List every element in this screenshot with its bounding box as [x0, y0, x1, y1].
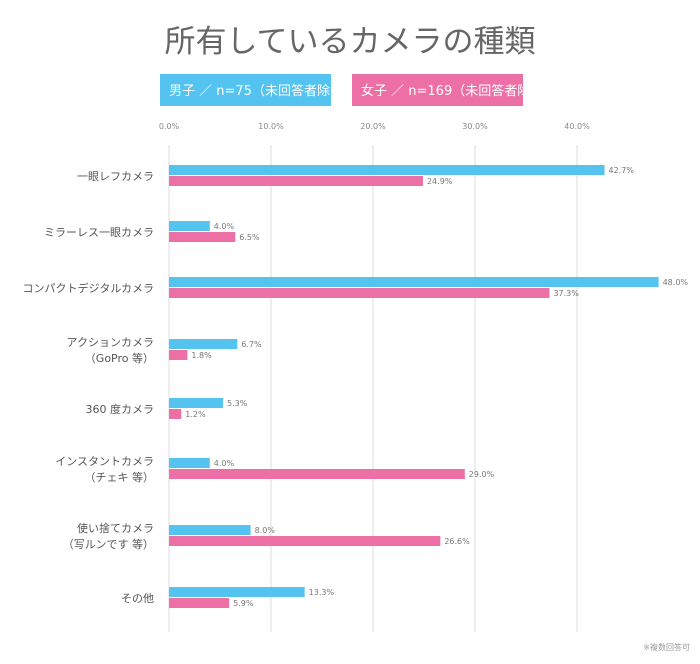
- bar-female: [169, 176, 423, 186]
- data-label: 1.2%: [185, 410, 206, 419]
- data-label: 1.8%: [191, 351, 212, 360]
- data-label: 6.7%: [241, 340, 262, 349]
- footnote: ※複数回答可: [643, 642, 690, 652]
- bar-male: [169, 587, 305, 597]
- bar-male: [169, 221, 210, 231]
- data-label: 5.3%: [227, 399, 248, 408]
- bar-male: [169, 339, 238, 349]
- data-label: 4.0%: [214, 222, 235, 231]
- chart-title: 所有しているカメラの種類: [164, 24, 535, 60]
- bar-male: [169, 398, 224, 408]
- data-label: 8.0%: [255, 526, 276, 535]
- data-label: 37.3%: [553, 289, 579, 298]
- bar-male: [169, 458, 210, 468]
- category-label: （写ルンです 等）: [63, 537, 154, 551]
- bar-male: [169, 525, 251, 535]
- x-tick-label: 10.0%: [258, 122, 284, 131]
- bar-male: [169, 165, 605, 175]
- legend-label-1: 女子 ／ n=169（未回答者除く）: [361, 83, 556, 99]
- bar-female: [169, 288, 550, 298]
- category-label: インスタントカメラ: [55, 455, 154, 468]
- data-label: 5.9%: [233, 599, 254, 608]
- category-label: （GoPro 等）: [85, 351, 154, 365]
- data-label: 24.9%: [427, 177, 453, 186]
- data-label: 48.0%: [663, 278, 689, 287]
- data-label: 29.0%: [469, 470, 495, 479]
- category-label: （チェキ 等）: [85, 470, 155, 484]
- category-label: その他: [121, 592, 154, 605]
- x-tick-label: 30.0%: [462, 122, 488, 131]
- category-label: アクションカメラ: [67, 336, 154, 349]
- bar-female: [169, 232, 236, 242]
- bar-female: [169, 409, 182, 419]
- data-label: 4.0%: [214, 459, 235, 468]
- data-label: 26.6%: [444, 537, 470, 546]
- category-label: ミラーレス一眼カメラ: [44, 226, 154, 239]
- data-label: 6.5%: [239, 233, 260, 242]
- bar-female: [169, 536, 441, 546]
- bar-female: [169, 598, 230, 608]
- bar-female: [169, 469, 465, 479]
- category-label: 360 度カメラ: [86, 402, 155, 416]
- category-label: 一眼レフカメラ: [77, 170, 154, 183]
- x-tick-label: 40.0%: [564, 122, 590, 131]
- category-label: コンパクトデジタルカメラ: [23, 281, 154, 295]
- legend-label-0: 男子 ／ n=75（未回答者除く）: [169, 83, 356, 99]
- legend-swatch-0: [160, 74, 331, 106]
- data-label: 13.3%: [309, 588, 335, 597]
- x-tick-label: 20.0%: [360, 122, 386, 131]
- category-label: 使い捨てカメラ: [77, 521, 154, 535]
- legend-swatch-1: [352, 74, 523, 106]
- bar-female: [169, 350, 188, 360]
- bar-male: [169, 277, 659, 287]
- x-tick-label: 0.0%: [159, 122, 180, 131]
- data-label: 42.7%: [609, 166, 635, 175]
